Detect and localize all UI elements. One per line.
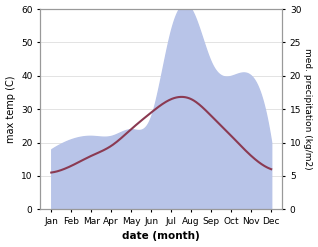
Y-axis label: max temp (C): max temp (C)	[5, 75, 16, 143]
X-axis label: date (month): date (month)	[122, 231, 200, 242]
Y-axis label: med. precipitation (kg/m2): med. precipitation (kg/m2)	[303, 48, 313, 170]
